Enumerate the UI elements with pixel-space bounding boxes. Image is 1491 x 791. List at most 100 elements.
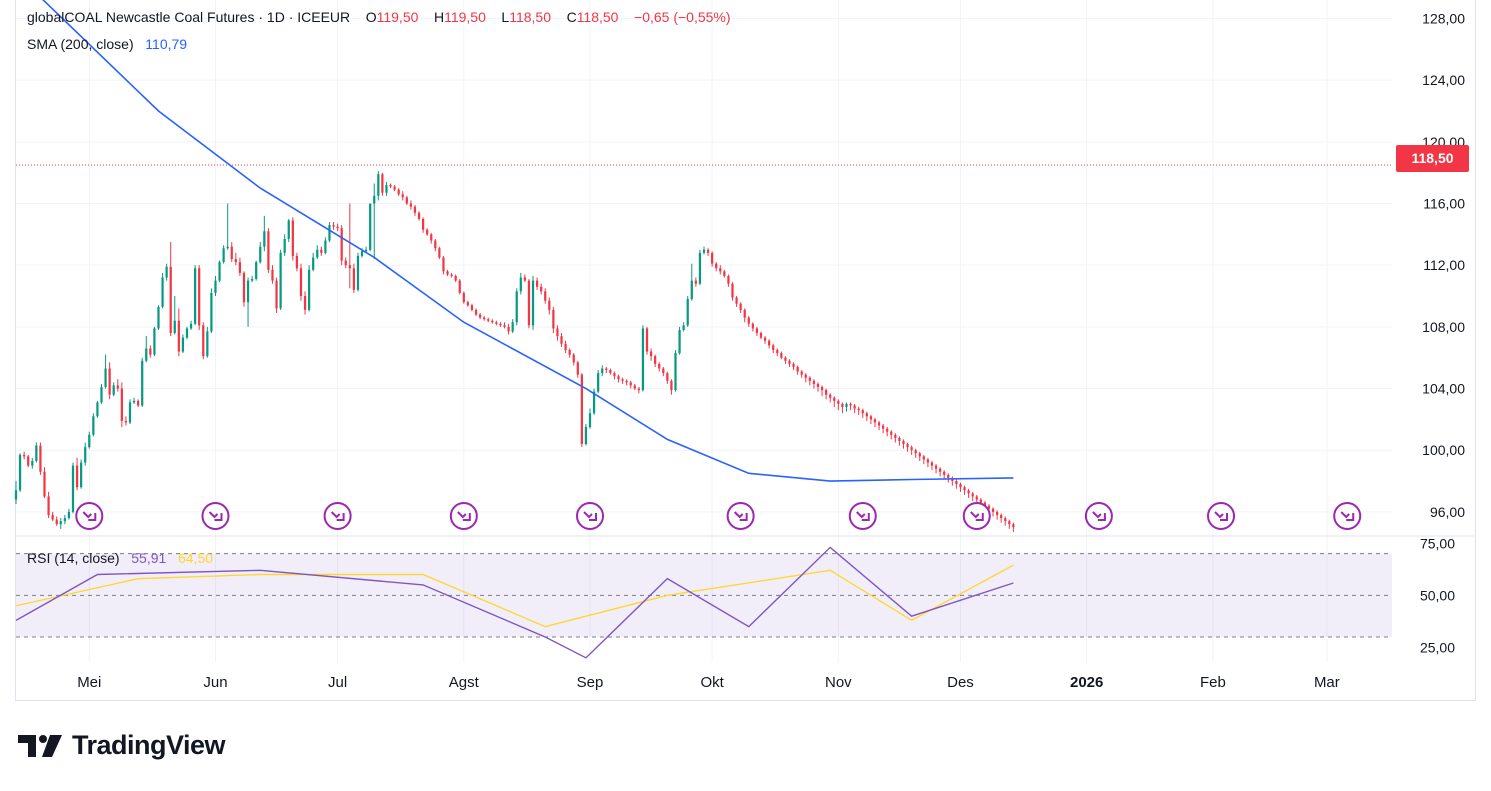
candle-body [483,317,486,320]
candle [177,308,180,357]
candle [454,274,457,283]
candle [780,351,783,360]
candle [910,445,913,455]
candle [991,507,995,517]
candle-body [149,348,152,355]
candle-body [1012,524,1015,528]
candle-body [385,185,388,193]
candle [523,274,526,283]
candle [645,326,649,355]
candle [356,252,360,292]
candle-body [894,434,897,438]
candle [943,470,946,480]
candle [128,399,132,424]
candle-body [922,456,925,460]
candle [450,272,453,278]
time-axis: Mei Jun Jul Agst Sep Okt Nov Des 2026 Feb Mar [77,674,1340,691]
candle [629,380,632,389]
event-marker-icon [323,502,352,530]
candle [255,260,258,281]
candle [853,403,856,414]
candle [711,251,714,267]
candle [373,183,376,260]
candle-body [1004,518,1007,522]
candle-body [906,444,909,448]
candle-body [364,249,368,252]
candle-body [307,269,311,310]
candle [92,413,95,437]
candle-body [934,465,938,469]
candle-body [238,262,242,273]
sma-line [42,0,1014,482]
tradingview-logo[interactable]: TradingView [18,730,226,761]
candle-body [711,252,714,264]
candle-body [181,337,185,352]
candle [930,460,934,471]
candle-body [877,422,881,426]
candle-body [442,257,445,272]
candle-body [157,306,160,329]
candle-body [975,496,978,500]
candle-body [169,266,172,334]
candle [59,518,62,529]
candle [963,485,966,495]
candle [613,371,616,380]
candle-body [609,370,612,374]
candle-body [674,353,677,391]
candle [116,379,119,392]
candle [145,336,148,363]
candle [226,203,229,250]
candle [544,288,547,304]
candle-body [242,272,246,303]
tradingview-logo-icon [18,734,62,757]
candle [246,277,250,327]
candle [100,383,103,404]
rsi-ma-value: 64,50 [177,550,214,566]
event-marker-icon [576,502,605,530]
price-tick-label: 112,00 [1423,257,1465,273]
candle [682,322,685,332]
candle [405,195,408,206]
candle-body [210,292,213,332]
candle [499,322,502,327]
candle-body [857,408,860,411]
candle [438,246,441,260]
candle-body [124,420,128,423]
candle-body [702,249,706,253]
candle-body [698,252,702,284]
candle-body [865,413,868,417]
candle-body [841,403,844,408]
candle-body [263,231,266,247]
candle-body [772,345,775,350]
candle-body [755,328,759,334]
time-tick-label: Sep [577,674,604,691]
candle [409,200,413,210]
candle [47,491,50,519]
candle-body [743,309,746,318]
candle-body [991,508,995,512]
candle [491,319,494,324]
grid [16,0,1476,662]
chart-canvas[interactable]: 128,00124,00120,00116,00112,00108,00104,… [0,0,1491,701]
candle-body [381,174,384,193]
candle-body [128,402,132,423]
candle-body [173,320,176,334]
candle-body [564,343,567,350]
close-label: C [566,9,577,25]
candle [564,340,567,354]
candle-body [88,434,91,448]
candle-body [303,296,307,310]
candle-body [910,447,913,451]
candle-body [409,203,413,207]
event-marker-arrow [583,511,598,521]
candle [328,222,331,243]
candle-body [690,280,693,300]
candle [845,402,848,412]
open-label: O [365,9,377,25]
low-label: L [501,9,510,25]
candle [808,376,811,386]
candle [747,316,750,327]
candle [816,382,820,392]
candle [637,386,640,394]
candle [434,238,437,252]
